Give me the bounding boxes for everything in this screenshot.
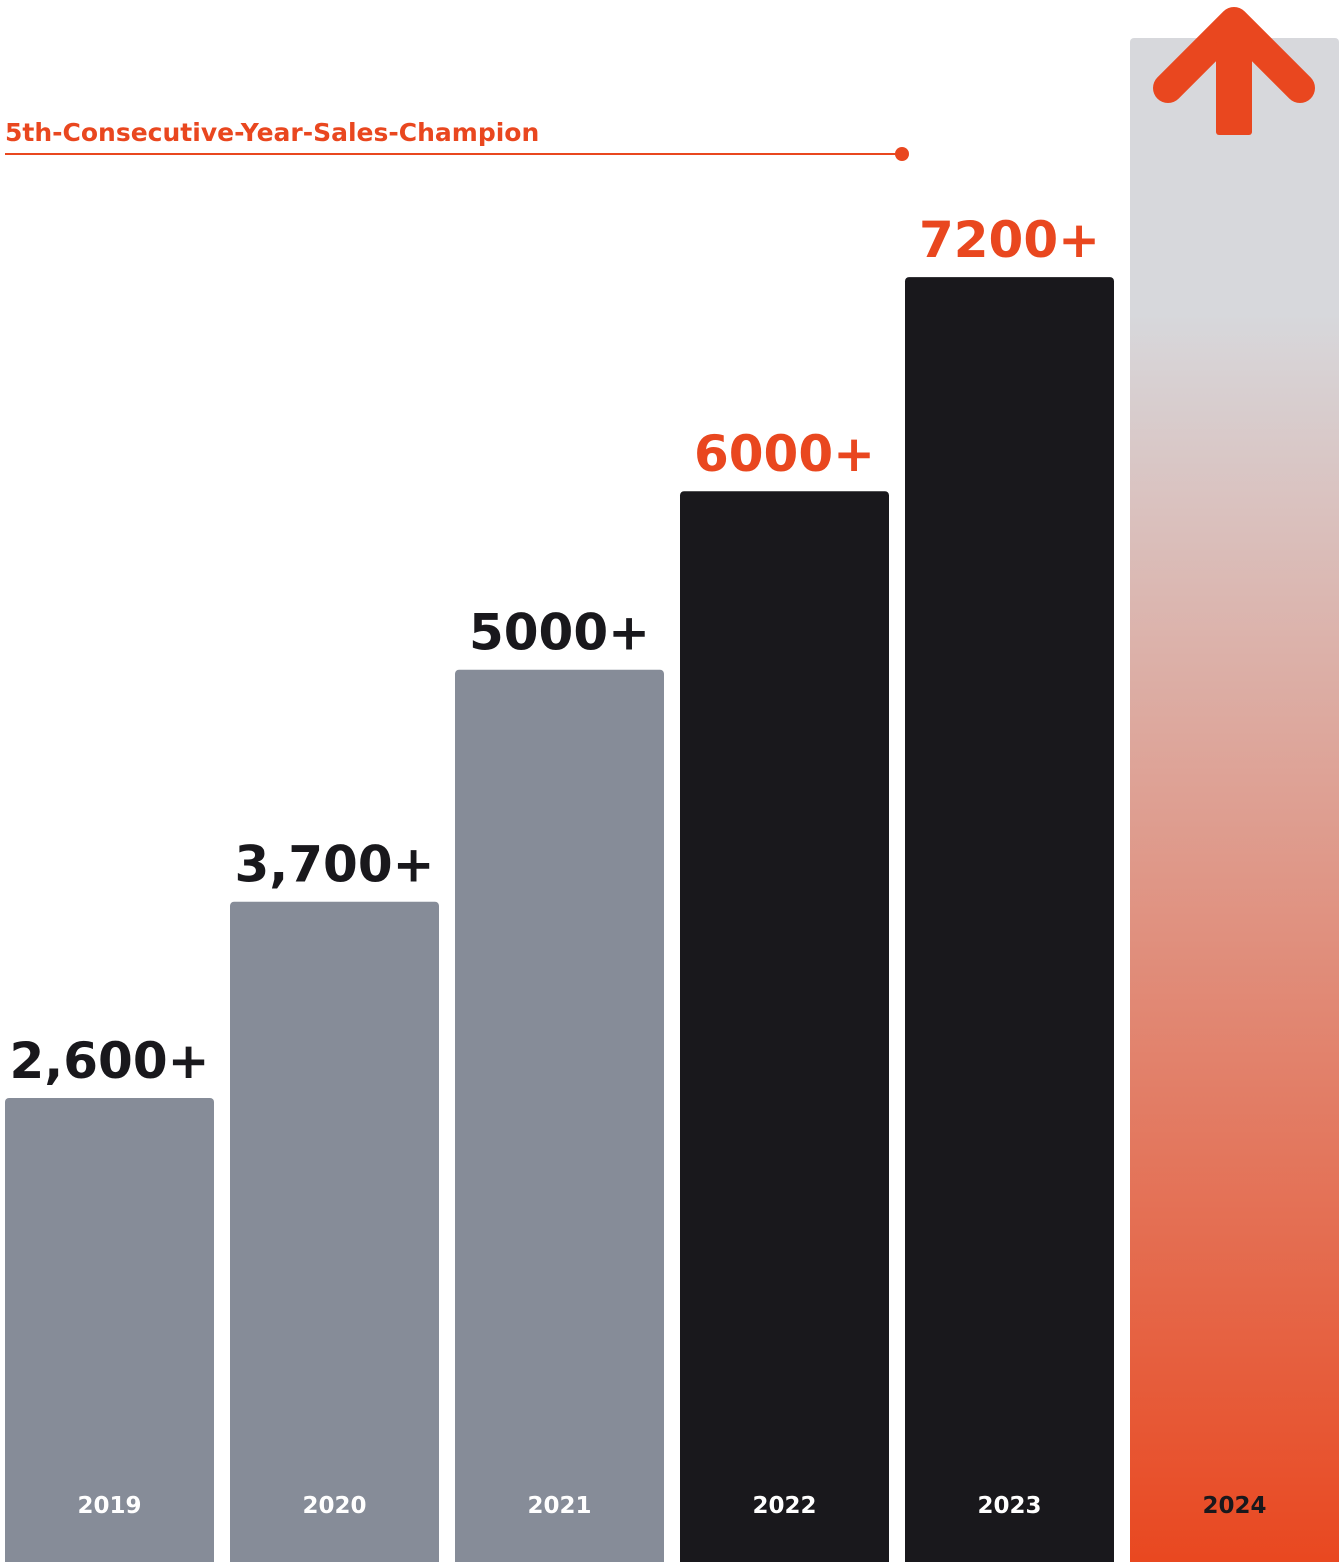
champion-text: 5th-Consecutive-Year-Sales-Champion: [5, 118, 539, 147]
arrow-up-icon: [1153, 7, 1315, 135]
bar-2024: [1130, 38, 1339, 1562]
year-label-2019: 2019: [77, 1493, 141, 1519]
bar-2019: [5, 1098, 214, 1562]
year-label-2022: 2022: [752, 1493, 816, 1519]
champion-annotation: 5th-Consecutive-Year-Sales-Champion: [5, 118, 909, 161]
value-label-2023: 7200+: [919, 211, 1100, 269]
labels-layer: 2,600+ 2019 3,700+ 2020 5000+ 2021 6000+ 2022 72…: [9, 211, 1266, 1519]
year-label-2021: 2021: [527, 1493, 591, 1519]
bar-2021: [455, 669, 664, 1562]
bar-2022: [680, 491, 889, 1562]
year-label-2023: 2023: [977, 1493, 1041, 1519]
bar-2023: [905, 277, 1114, 1562]
year-label-2020: 2020: [302, 1493, 366, 1519]
bar-2020: [230, 901, 439, 1562]
year-label-2024: 2024: [1202, 1493, 1266, 1519]
value-label-2019: 2,600+: [9, 1032, 209, 1090]
bars-layer: [5, 38, 1339, 1562]
value-label-2020: 3,700+: [234, 836, 434, 894]
value-label-2022: 6000+: [694, 425, 875, 483]
champion-dot: [895, 147, 909, 161]
value-label-2021: 5000+: [469, 604, 650, 662]
